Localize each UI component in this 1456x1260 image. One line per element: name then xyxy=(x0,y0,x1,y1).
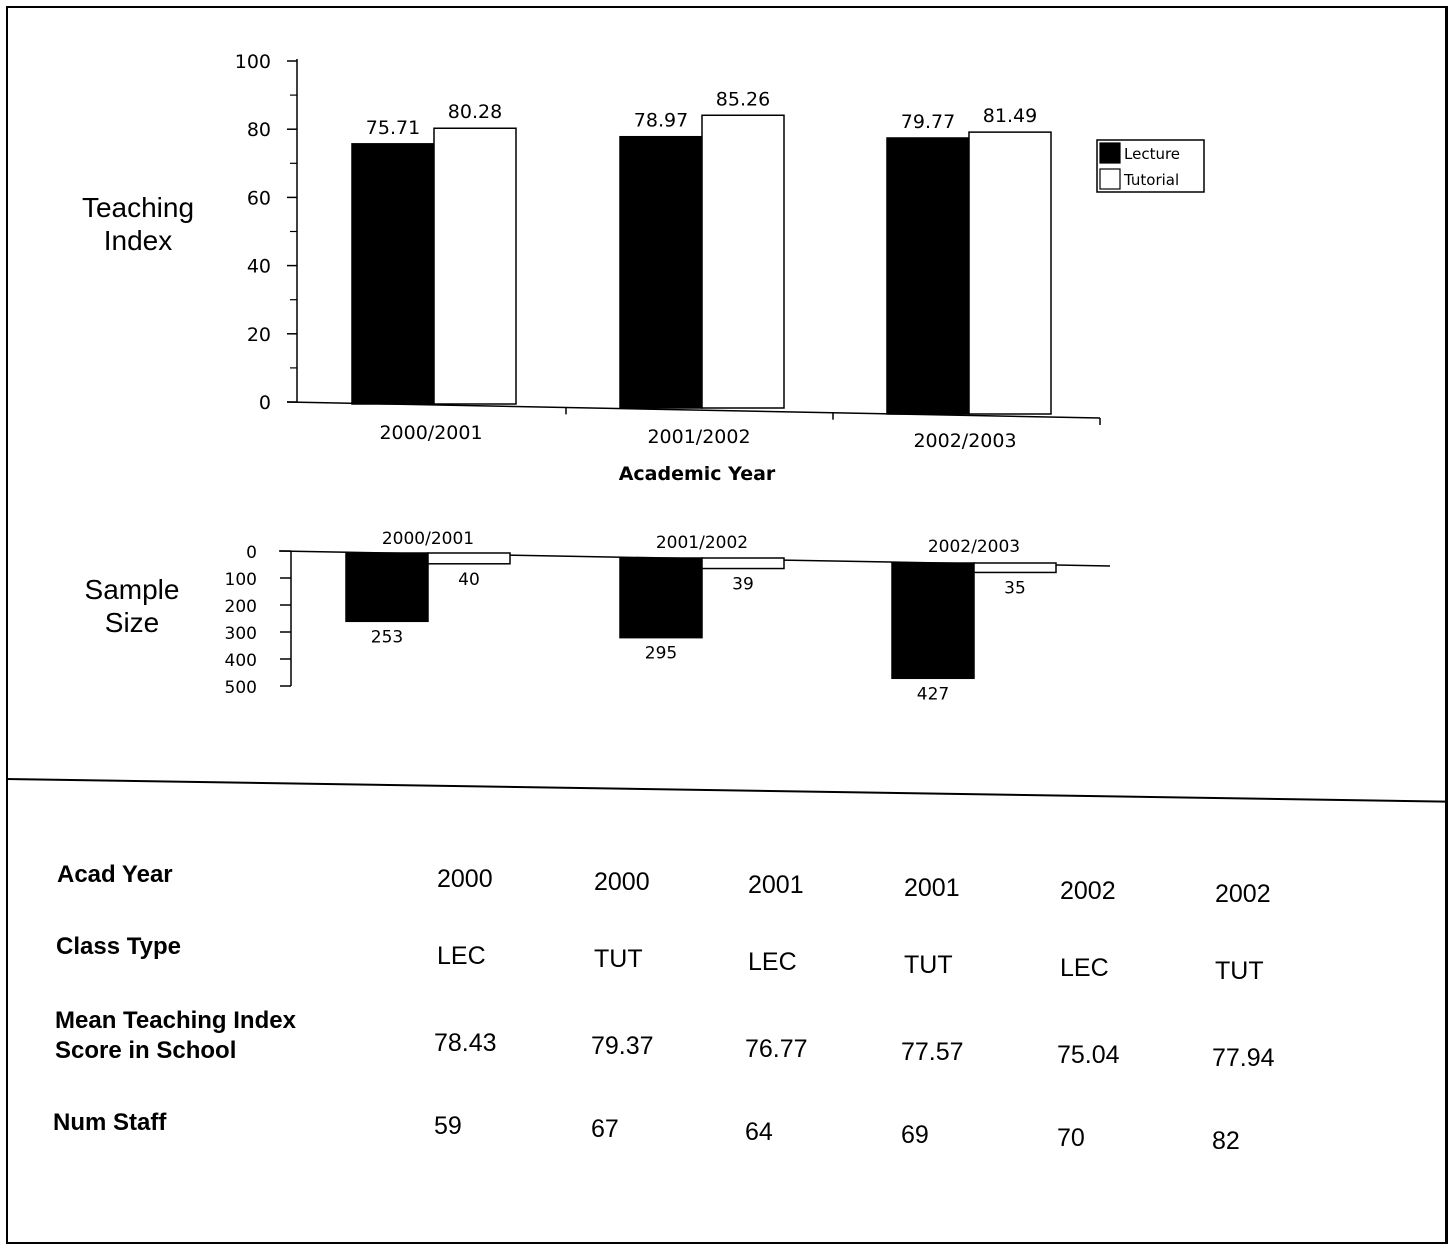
legend-label-tutorial: Tutorial xyxy=(1123,171,1179,189)
cell-mean-score: 79.37 xyxy=(591,1032,654,1060)
cell-acad-year: 2002 xyxy=(1215,880,1271,908)
teaching-index-chart: 0 20 40 60 80 100 75.71 80.28 2000/2001 78.97 85.2… xyxy=(235,51,1205,485)
cell-class-type: TUT xyxy=(904,951,953,979)
y-tick-label: 100 xyxy=(235,51,271,73)
cell-class-type: LEC xyxy=(1060,954,1109,982)
bar-tutorial xyxy=(427,552,511,565)
cell-class-type: TUT xyxy=(1215,957,1264,985)
cell-acad-year: 2001 xyxy=(904,874,960,902)
bar-lecture xyxy=(619,557,703,639)
bar-data-label: 79.77 xyxy=(901,111,955,133)
y-tick-label: 40 xyxy=(247,256,271,278)
teaching-index-label: Teaching Index xyxy=(60,191,216,257)
y-tick-label: 0 xyxy=(246,543,257,563)
bar-lecture xyxy=(345,552,429,623)
bar-data-label: 295 xyxy=(645,644,677,664)
legend-swatch-tutorial xyxy=(1099,168,1121,190)
x-tick-label: 2000/2001 xyxy=(379,422,482,444)
bar-data-label: 80.28 xyxy=(448,101,502,123)
bar-tutorial xyxy=(701,557,785,570)
teaching-index-label-line2: Index xyxy=(103,225,173,256)
bar-tutorial xyxy=(968,131,1052,415)
row-label-acad-year: Acad Year xyxy=(57,861,173,888)
bar-data-label: 40 xyxy=(458,570,480,590)
cell-class-type: TUT xyxy=(594,945,643,973)
cell-num-staff: 64 xyxy=(745,1118,773,1146)
cell-num-staff: 69 xyxy=(901,1121,929,1149)
cell-acad-year: 2002 xyxy=(1060,877,1116,905)
cell-class-type: LEC xyxy=(437,942,486,970)
bar-tutorial xyxy=(701,114,785,409)
bar-data-label: 75.71 xyxy=(366,117,420,139)
sample-size-label-line2: Size xyxy=(104,607,160,638)
sample-size-label: Sample Size xyxy=(58,573,206,639)
cell-acad-year: 2000 xyxy=(594,868,650,896)
y-tick-label: 60 xyxy=(247,187,271,209)
category-label: 2001/2002 xyxy=(656,533,748,553)
cell-acad-year: 2000 xyxy=(437,865,493,893)
bar-lecture xyxy=(619,135,703,409)
bar-data-label: 81.49 xyxy=(983,105,1037,127)
x-axis-title: Academic Year xyxy=(619,463,776,485)
y-tick-label: 200 xyxy=(225,597,257,617)
cell-num-staff: 82 xyxy=(1212,1127,1240,1155)
category-label: 2002/2003 xyxy=(928,537,1020,557)
legend-label-lecture: Lecture xyxy=(1124,145,1180,163)
bar-data-label: 39 xyxy=(732,575,754,595)
y-tick-label: 0 xyxy=(259,392,271,414)
y-tick-label: 80 xyxy=(247,119,271,141)
row-label-num-staff: Num Staff xyxy=(53,1109,167,1136)
cell-acad-year: 2001 xyxy=(748,871,804,899)
bar-lecture xyxy=(886,137,970,415)
y-tick-label: 400 xyxy=(225,651,257,671)
bar-lecture xyxy=(351,143,435,405)
bar-data-label: 85.26 xyxy=(716,88,770,110)
sample-size-chart: 0 100 200 300 400 500 253 40 2000/2001 295 39 2001/… xyxy=(225,529,1111,704)
category-label: 2000/2001 xyxy=(382,529,474,549)
cell-mean-score: 78.43 xyxy=(434,1029,497,1057)
y-tick-label: 100 xyxy=(225,570,257,590)
x-tick-label: 2002/2003 xyxy=(913,430,1016,452)
cell-mean-score: 77.94 xyxy=(1212,1044,1275,1072)
bar-tutorial xyxy=(973,562,1057,574)
row-label-score-in-school: Score in School xyxy=(55,1037,237,1064)
sample-size-label-line1: Sample xyxy=(84,574,180,605)
cell-mean-score: 75.04 xyxy=(1057,1041,1120,1069)
bar-tutorial xyxy=(433,127,517,405)
row-label-mean-teaching-index: Mean Teaching Index xyxy=(55,1007,296,1034)
bar-data-label: 253 xyxy=(371,627,403,647)
bar-lecture xyxy=(891,562,975,680)
cell-mean-score: 77.57 xyxy=(901,1038,964,1066)
x-tick-label: 2001/2002 xyxy=(647,426,750,448)
legend-swatch-lecture xyxy=(1099,142,1121,164)
y-tick-label: 20 xyxy=(247,324,271,346)
cell-num-staff: 70 xyxy=(1057,1124,1085,1152)
cell-class-type: LEC xyxy=(748,948,797,976)
cell-mean-score: 76.77 xyxy=(745,1035,808,1063)
bar-data-label: 427 xyxy=(917,684,949,704)
bar-data-label: 78.97 xyxy=(634,110,688,132)
row-label-class-type: Class Type xyxy=(56,933,181,960)
cell-num-staff: 67 xyxy=(591,1115,619,1143)
cell-num-staff: 59 xyxy=(434,1112,462,1140)
y-tick-label: 500 xyxy=(225,678,257,698)
y-tick-label: 300 xyxy=(225,624,257,644)
teaching-index-label-line1: Teaching xyxy=(81,192,195,223)
legend: Lecture Tutorial xyxy=(1096,139,1205,193)
bar-data-label: 35 xyxy=(1004,578,1026,598)
page-frame xyxy=(6,6,1448,1244)
